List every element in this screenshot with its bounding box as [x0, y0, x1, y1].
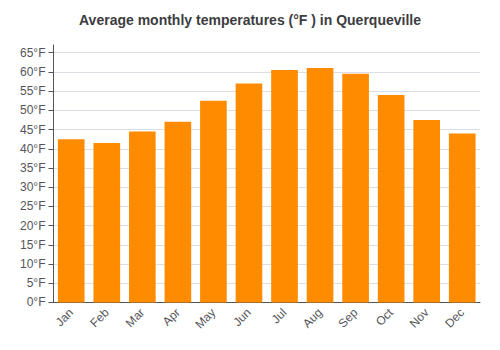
- svg-text:May: May: [192, 306, 218, 332]
- svg-text:55°F: 55°F: [20, 84, 45, 98]
- svg-text:Oct: Oct: [373, 305, 397, 329]
- svg-text:50°F: 50°F: [20, 103, 45, 117]
- svg-text:35°F: 35°F: [20, 161, 45, 175]
- svg-text:Mar: Mar: [123, 306, 148, 330]
- svg-text:Feb: Feb: [87, 305, 112, 330]
- svg-text:5°F: 5°F: [27, 276, 46, 290]
- svg-text:Average monthly temperatures (: Average monthly temperatures (°F ) in Qu…: [79, 12, 421, 28]
- svg-text:45°F: 45°F: [20, 123, 45, 137]
- svg-text:65°F: 65°F: [20, 46, 45, 60]
- svg-text:30°F: 30°F: [20, 180, 45, 194]
- svg-text:0°F: 0°F: [27, 295, 46, 309]
- svg-text:60°F: 60°F: [20, 65, 45, 79]
- svg-text:Jun: Jun: [230, 306, 254, 330]
- svg-text:15°F: 15°F: [20, 238, 45, 252]
- svg-text:Dec: Dec: [442, 306, 467, 331]
- svg-text:25°F: 25°F: [20, 199, 45, 213]
- svg-text:Sep: Sep: [336, 305, 361, 330]
- svg-text:Nov: Nov: [407, 306, 432, 331]
- svg-text:Apr: Apr: [160, 306, 183, 329]
- svg-text:10°F: 10°F: [20, 257, 45, 271]
- svg-text:40°F: 40°F: [20, 142, 45, 156]
- svg-text:Jul: Jul: [269, 306, 290, 327]
- svg-text:Jan: Jan: [53, 306, 77, 330]
- svg-text:Aug: Aug: [300, 306, 325, 331]
- svg-text:20°F: 20°F: [20, 219, 45, 233]
